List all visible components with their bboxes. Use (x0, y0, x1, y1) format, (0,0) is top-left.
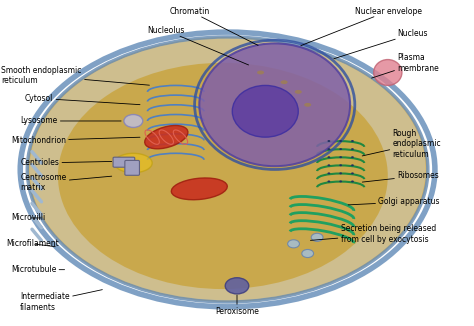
Text: Nuclear envelope: Nuclear envelope (301, 7, 422, 46)
Ellipse shape (145, 126, 188, 149)
Ellipse shape (328, 148, 330, 150)
Ellipse shape (328, 140, 330, 142)
Text: Centrioles: Centrioles (20, 158, 112, 168)
Ellipse shape (302, 249, 314, 258)
Text: Microfilament: Microfilament (6, 239, 59, 248)
Ellipse shape (328, 181, 330, 182)
Ellipse shape (225, 278, 249, 294)
Ellipse shape (328, 172, 330, 174)
Ellipse shape (115, 153, 152, 173)
Ellipse shape (27, 37, 428, 302)
FancyBboxPatch shape (113, 157, 135, 167)
Text: Cytosol: Cytosol (25, 94, 140, 105)
Ellipse shape (288, 240, 300, 248)
Ellipse shape (351, 148, 354, 150)
FancyBboxPatch shape (125, 160, 139, 175)
Text: Intermediate
filaments: Intermediate filaments (20, 289, 102, 312)
Text: Microtubule: Microtubule (11, 265, 64, 274)
Ellipse shape (339, 164, 342, 166)
Ellipse shape (328, 156, 330, 158)
Ellipse shape (311, 233, 323, 241)
Ellipse shape (257, 70, 264, 74)
Ellipse shape (232, 85, 298, 137)
Ellipse shape (304, 103, 311, 107)
Ellipse shape (339, 172, 342, 174)
Ellipse shape (124, 114, 143, 127)
Ellipse shape (30, 38, 426, 300)
Ellipse shape (58, 63, 388, 289)
Text: Secretion being released
from cell by exocytosis: Secretion being released from cell by ex… (310, 224, 436, 244)
Text: Chromatin: Chromatin (170, 7, 258, 45)
Ellipse shape (281, 80, 288, 84)
Ellipse shape (339, 148, 342, 150)
Ellipse shape (374, 60, 402, 85)
Ellipse shape (339, 140, 342, 142)
Ellipse shape (351, 172, 354, 174)
Text: Nucleus: Nucleus (334, 29, 428, 59)
Ellipse shape (351, 164, 354, 166)
Text: Mitochondrion: Mitochondrion (11, 136, 140, 145)
Text: Microvilli: Microvilli (11, 214, 45, 222)
Text: Lysosome: Lysosome (20, 116, 121, 126)
Ellipse shape (339, 156, 342, 158)
Ellipse shape (328, 164, 330, 166)
Ellipse shape (351, 140, 354, 142)
Ellipse shape (351, 156, 354, 158)
Ellipse shape (295, 90, 302, 94)
Text: Ribosomes: Ribosomes (362, 171, 439, 182)
Text: Smooth endoplasmic
reticulum: Smooth endoplasmic reticulum (1, 66, 149, 85)
Text: Golgi apparatus: Golgi apparatus (348, 197, 440, 206)
Ellipse shape (199, 43, 350, 166)
Text: Rough
endoplasmic
reticulum: Rough endoplasmic reticulum (362, 129, 441, 158)
Text: Centrosome
matrix: Centrosome matrix (20, 173, 112, 192)
Text: Peroxisome: Peroxisome (215, 295, 259, 316)
Ellipse shape (339, 181, 342, 182)
Text: Nucleolus: Nucleolus (147, 26, 248, 65)
Ellipse shape (351, 181, 354, 182)
Ellipse shape (171, 178, 227, 200)
Text: Plasma
membrane: Plasma membrane (372, 53, 439, 78)
